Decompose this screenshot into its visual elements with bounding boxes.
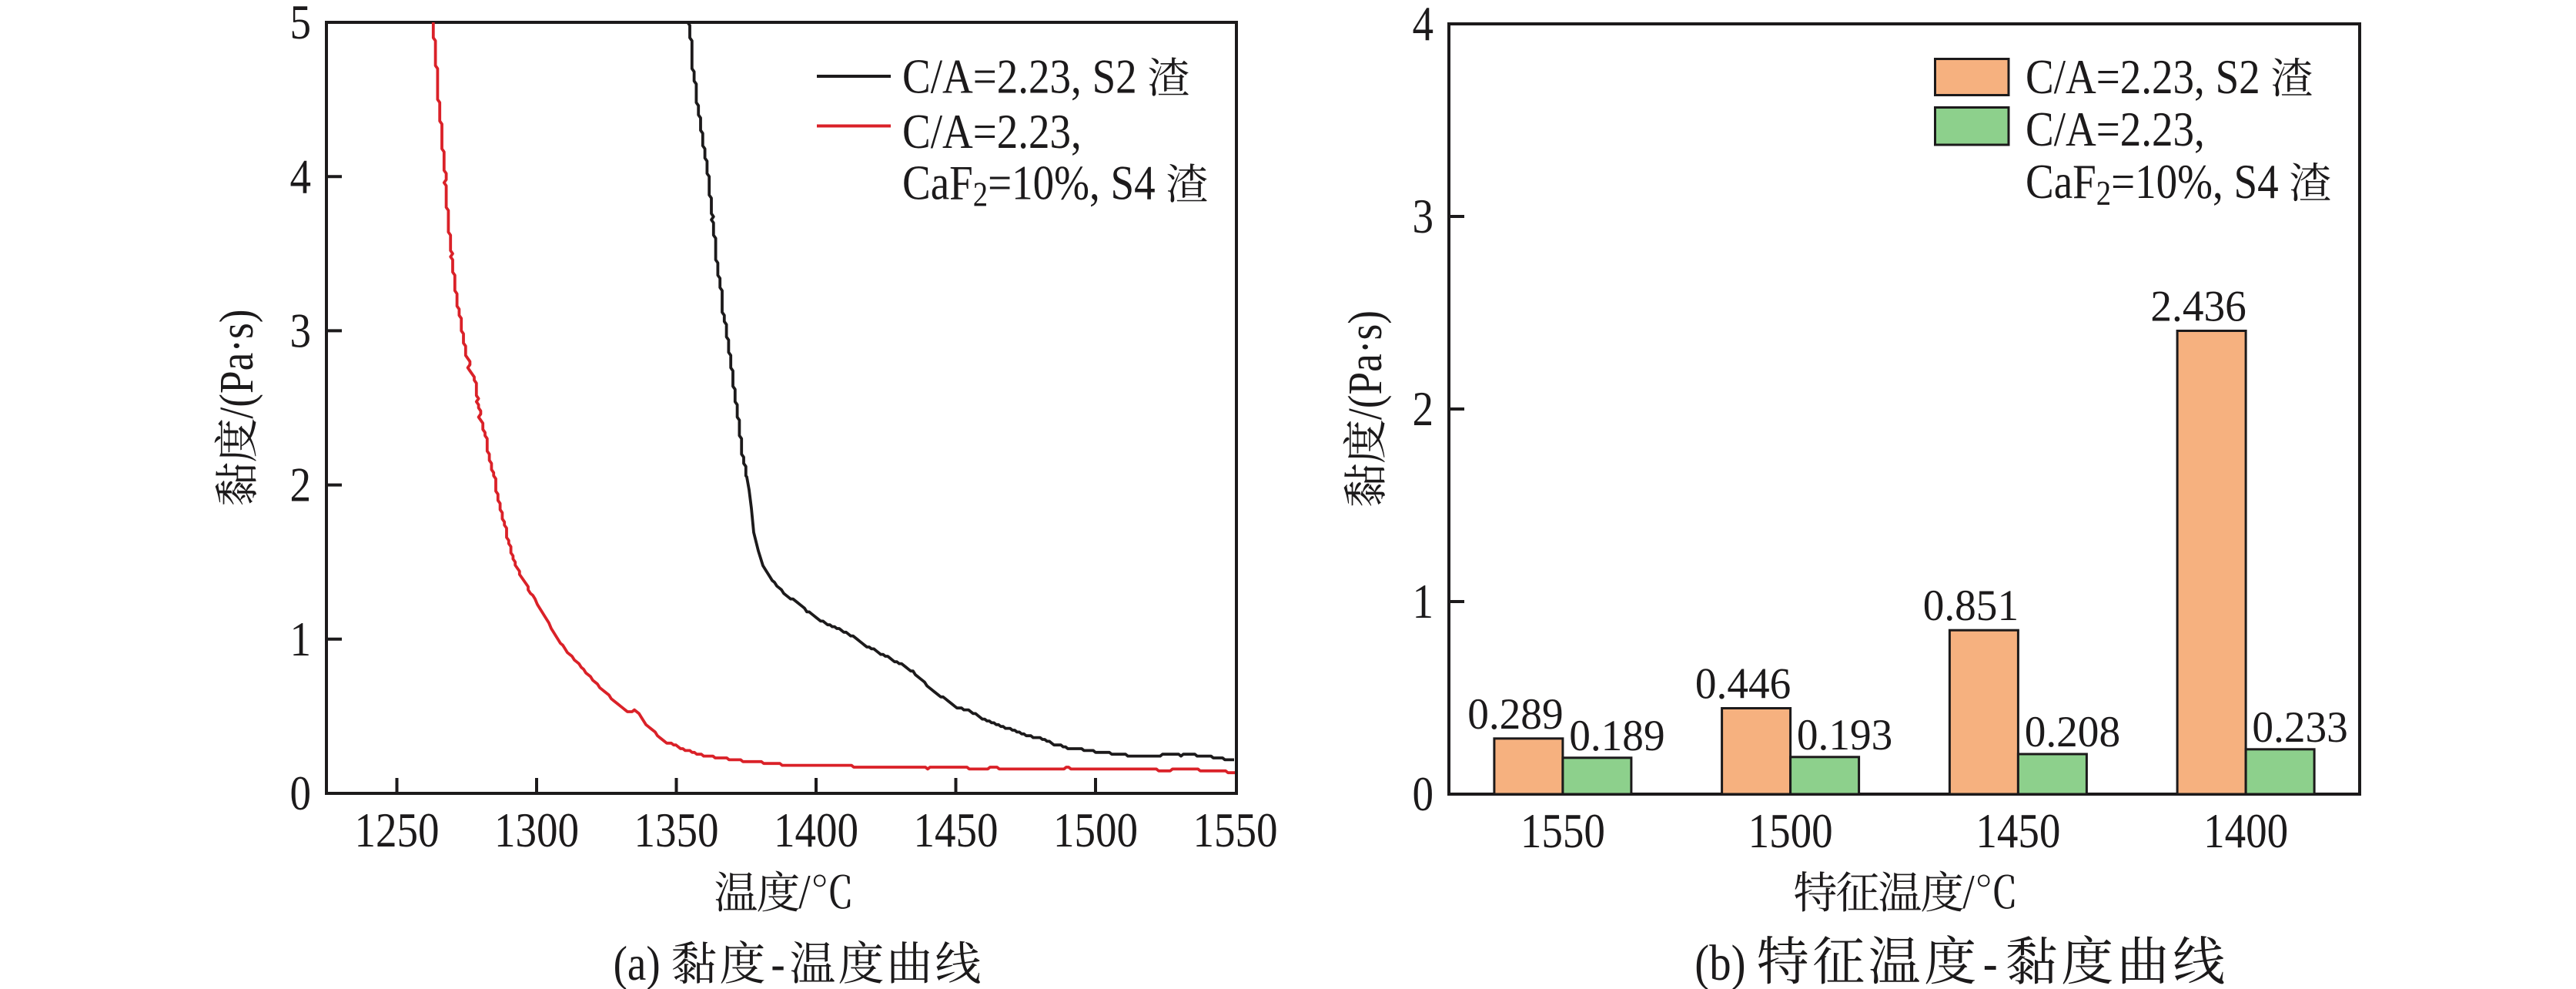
svg-text:0.189: 0.189 xyxy=(1569,712,1664,760)
svg-text:0.233: 0.233 xyxy=(2252,703,2347,752)
svg-text:5: 5 xyxy=(289,0,311,49)
svg-text:0: 0 xyxy=(1412,766,1434,821)
svg-text:1300: 1300 xyxy=(494,803,579,857)
svg-text:4: 4 xyxy=(289,149,311,203)
svg-text:1450: 1450 xyxy=(913,803,998,857)
svg-text:/(Pa·s): /(Pa·s) xyxy=(209,309,263,418)
svg-text:(b): (b) xyxy=(1694,935,1756,989)
svg-text:-: - xyxy=(771,936,785,989)
svg-text:CaF2=10%, S4: CaF2=10%, S4 xyxy=(2026,154,2279,213)
svg-text:1250: 1250 xyxy=(354,803,439,857)
svg-text:C/A=2.23, S2: C/A=2.23, S2 xyxy=(902,49,1137,104)
svg-text:/: / xyxy=(798,864,811,919)
svg-text:0.851: 0.851 xyxy=(1923,582,2019,630)
svg-text:CaF2=10%, S4: CaF2=10%, S4 xyxy=(902,156,1156,215)
svg-text:C/A=2.23, S2: C/A=2.23, S2 xyxy=(2026,49,2260,104)
svg-text:1500: 1500 xyxy=(1053,803,1138,857)
svg-text:1550: 1550 xyxy=(1193,803,1277,857)
svg-text:0: 0 xyxy=(289,766,311,820)
svg-text:3: 3 xyxy=(1412,189,1434,243)
svg-text:1450: 1450 xyxy=(1975,803,2060,858)
svg-text:0.193: 0.193 xyxy=(1797,711,1892,759)
svg-text:1350: 1350 xyxy=(634,803,718,857)
svg-text:C/A=2.23,: C/A=2.23, xyxy=(902,104,1082,159)
svg-text:2: 2 xyxy=(1412,381,1434,436)
svg-text:2.436: 2.436 xyxy=(2150,283,2246,331)
svg-text:3: 3 xyxy=(289,303,311,358)
svg-text:/: / xyxy=(1962,864,1975,919)
svg-text:C/A=2.23,: C/A=2.23, xyxy=(2026,102,2205,156)
svg-text:1400: 1400 xyxy=(2203,803,2288,858)
svg-text:1: 1 xyxy=(289,612,311,666)
svg-text:2: 2 xyxy=(289,458,311,512)
svg-text:-: - xyxy=(1983,935,1998,989)
svg-text:4: 4 xyxy=(1412,0,1434,51)
svg-text:1: 1 xyxy=(1412,574,1434,629)
svg-text:0.208: 0.208 xyxy=(2025,708,2120,756)
svg-text:0.446: 0.446 xyxy=(1695,660,1791,709)
svg-text:0.289: 0.289 xyxy=(1467,690,1563,739)
svg-text:/(Pa·s): /(Pa·s) xyxy=(1338,310,1392,420)
svg-text:1550: 1550 xyxy=(1521,803,1605,858)
svg-text:1500: 1500 xyxy=(1748,803,1833,858)
svg-text:(a): (a) xyxy=(614,936,671,989)
svg-text:1400: 1400 xyxy=(774,803,858,857)
